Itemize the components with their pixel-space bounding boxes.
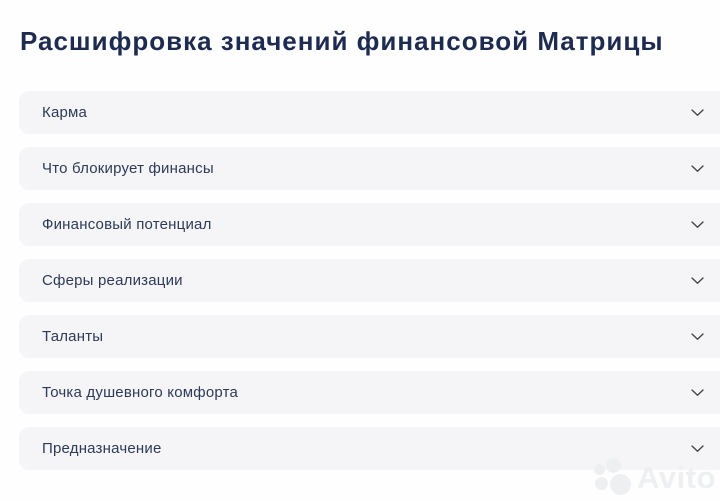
chevron-down-icon [691, 276, 704, 284]
page-title: Расшифровка значений финансовой Матрицы [20, 26, 664, 56]
accordion-item-5[interactable]: Таланты [19, 315, 720, 358]
avito-logo-icon [594, 458, 632, 496]
chevron-down-icon [691, 164, 704, 172]
accordion-item-label: Финансовый потенциал [42, 216, 212, 233]
accordion-item-label: Сферы реализации [42, 272, 183, 289]
chevron-down-icon [691, 444, 704, 452]
accordion-item-7[interactable]: Предназначение [19, 427, 720, 470]
accordion-item-label: Точка душевного комфорта [42, 384, 239, 401]
avito-watermark-label: Avito [637, 459, 716, 495]
accordion-item-label: Таланты [42, 328, 104, 345]
accordion-item-1[interactable]: Карма [19, 91, 720, 134]
chevron-down-icon [691, 332, 704, 340]
accordion-item-6[interactable]: Точка душевного комфорта [19, 371, 720, 414]
accordion-item-3[interactable]: Финансовый потенциал [19, 203, 720, 246]
avito-watermark: Avito [594, 458, 716, 496]
chevron-down-icon [691, 388, 704, 396]
accordion-item-label: Карма [42, 104, 88, 121]
chevron-down-icon [691, 220, 704, 228]
chevron-down-icon [691, 108, 704, 116]
accordion-list: Карма Что блокирует финансы Финансовый п… [19, 91, 720, 483]
accordion-item-label: Предназначение [42, 440, 162, 457]
accordion-item-2[interactable]: Что блокирует финансы [19, 147, 720, 190]
accordion-item-label: Что блокирует финансы [42, 160, 214, 177]
accordion-item-4[interactable]: Сферы реализации [19, 259, 720, 302]
